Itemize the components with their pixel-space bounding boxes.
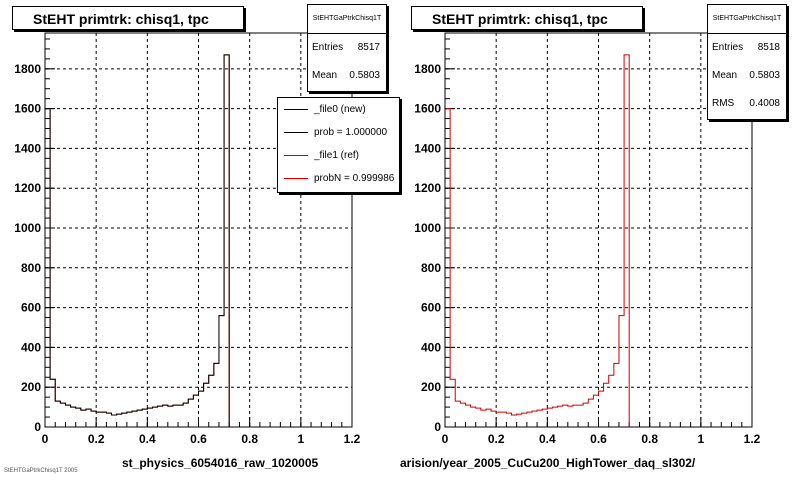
y-tick-label: 1800 — [14, 62, 41, 76]
x-tick-label: 0.6 — [190, 432, 207, 446]
plot-frame — [444, 32, 753, 428]
legend-label: _file1 (ref) — [314, 150, 360, 161]
plot-frame-border — [44, 32, 353, 428]
stats-label: RMS — [712, 98, 735, 109]
legend-line-red — [284, 155, 308, 156]
y-tick-label: 400 — [421, 340, 441, 354]
x-tick-label: 0.6 — [590, 432, 607, 446]
x-tick-label: 0.8 — [241, 432, 258, 446]
y-tick-label: 200 — [21, 380, 41, 394]
legend-box: _file0 (new) prob = 1.000000 _file1 (ref… — [277, 97, 400, 193]
y-tick-label: 1200 — [14, 181, 41, 195]
y-tick-label: 400 — [21, 340, 41, 354]
y-tick-label: 1600 — [14, 102, 41, 116]
y-tick-label: 0 — [34, 420, 41, 434]
legend-line-black — [284, 132, 308, 133]
y-tick-label: 1000 — [414, 221, 441, 235]
plot-frame — [44, 32, 353, 428]
legend-item: _file1 (ref) — [278, 144, 399, 167]
y-tick-label: 1000 — [14, 221, 41, 235]
x-tick-label: 0.2 — [88, 432, 105, 446]
stats-row-rms: RMS 0.4008 — [708, 90, 786, 118]
x-tick-label: 0.8 — [641, 432, 658, 446]
stats-value: 0.4008 — [749, 98, 780, 109]
stats-box-2: StEHTGaPtrkChisq1T Entries 8518 Mean 0.5… — [707, 4, 787, 120]
plot-title-2: StEHT primtrk: chisq1, tpc — [411, 6, 643, 30]
stats-value: 8517 — [357, 42, 380, 53]
footer-small-text: StEHTGaPtrkChisq1T 2005 — [4, 468, 78, 474]
stats-row-mean: Mean 0.5803 — [308, 62, 386, 90]
y-tick-label: 600 — [421, 301, 441, 315]
y-tick-label: 1400 — [14, 141, 41, 155]
stats-value: 0.5803 — [749, 70, 780, 81]
legend-item: prob = 1.000000 — [278, 121, 399, 144]
stats-label: Mean — [312, 70, 338, 81]
stats-name: StEHTGaPtrkChisq1T — [308, 5, 386, 34]
plot-frame-border — [444, 32, 753, 428]
y-tick-label: 800 — [21, 261, 41, 275]
legend-line-red — [284, 178, 308, 179]
stats-name: StEHTGaPtrkChisq1T — [708, 5, 786, 34]
x-tick-label: 0 — [42, 432, 49, 446]
legend-item: _file0 (new) — [278, 98, 399, 121]
legend-line-black — [284, 109, 308, 110]
x-tick-label: 0 — [442, 432, 449, 446]
stats-value: 0.5803 — [349, 70, 380, 81]
y-tick-label: 1800 — [414, 62, 441, 76]
histogram-panel-1: 0 0.2 0.4 0.6 0.8 1 1.2 0 200 400 600 800 1000 1200 14… — [12, 4, 400, 470]
x-tick-label: 0.4 — [539, 432, 556, 446]
x-tick-label: 0.2 — [488, 432, 505, 446]
y-tick-label: 1600 — [414, 102, 441, 116]
legend-label: prob = 1.000000 — [314, 127, 388, 138]
plot-title-1: StEHT primtrk: chisq1, tpc — [12, 6, 244, 30]
stats-row-entries: Entries 8518 — [708, 34, 786, 62]
stats-label: Entries — [712, 42, 744, 53]
histogram-panel-2: 0 0.2 0.4 0.6 0.8 1 1.2 0 200 400 600 800 1000 1200 14… — [400, 0, 800, 480]
x-tick-label: 1.2 — [744, 432, 761, 446]
y-tick-label: 1200 — [414, 181, 441, 195]
x-caption-1: st_physics_6054016_raw_1020005 — [122, 456, 319, 470]
x-tick-label: 1 — [697, 432, 704, 446]
y-tick-label: 0 — [434, 420, 441, 434]
legend-label: probN = 0.999986 — [314, 173, 395, 184]
x-tick-label: 1 — [297, 432, 304, 446]
x-caption-2: arision/year_2005_CuCu200_HighTower_daq_… — [400, 456, 696, 470]
y-tick-label: 600 — [21, 301, 41, 315]
legend-label: _file0 (new) — [314, 104, 366, 115]
x-tick-label: 0.4 — [139, 432, 156, 446]
stats-row-entries: Entries 8517 — [308, 34, 386, 62]
stats-value: 8518 — [757, 42, 780, 53]
x-tick-label: 1.2 — [344, 432, 361, 446]
y-tick-label: 200 — [421, 380, 441, 394]
stats-label: Mean — [712, 70, 738, 81]
histogram-plot-2: 0 0.2 0.4 0.6 0.8 1 1.2 0 200 400 600 800 1000 1200 14… — [414, 32, 761, 446]
legend-item: probN = 0.999986 — [278, 167, 399, 190]
stats-row-mean: Mean 0.5803 — [708, 62, 786, 90]
y-tick-label: 800 — [421, 261, 441, 275]
stats-label: Entries — [312, 42, 344, 53]
y-tick-label: 1400 — [414, 141, 441, 155]
stats-box-1: StEHTGaPtrkChisq1T Entries 8517 Mean 0.5… — [307, 4, 387, 92]
